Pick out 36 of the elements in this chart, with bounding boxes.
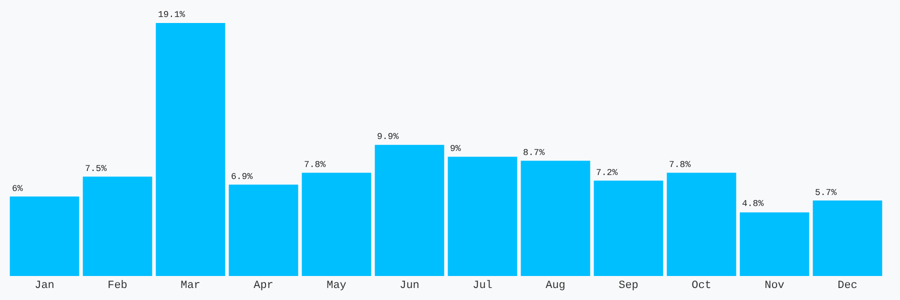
data-label: 6.9% — [231, 172, 254, 182]
bar — [812, 200, 882, 276]
x-tick-label: May — [326, 280, 347, 292]
bar — [740, 212, 810, 276]
x-tick-label: Dec — [838, 280, 858, 292]
bar — [10, 196, 80, 276]
bar — [228, 184, 298, 276]
x-tick-label: Apr — [254, 280, 274, 292]
x-tick-label: Nov — [764, 280, 785, 292]
data-label: 9% — [450, 144, 462, 154]
bar — [666, 172, 736, 276]
x-tick-label: Sep — [618, 280, 638, 292]
x-tick-label: Oct — [692, 280, 712, 292]
x-tick-label: Jun — [400, 280, 420, 292]
bar — [594, 180, 664, 276]
data-label: 7.5% — [85, 164, 108, 174]
data-label: 7.8% — [304, 160, 326, 170]
data-label: 4.8% — [742, 199, 764, 209]
bar — [448, 156, 518, 276]
data-label: 7.8% — [669, 160, 692, 170]
bar — [520, 160, 590, 276]
x-tick-label: Feb — [108, 280, 128, 292]
x-tick-label: Jul — [472, 280, 492, 292]
data-label: 8.7% — [523, 148, 546, 158]
data-label: 6% — [12, 184, 24, 194]
x-tick-label: Mar — [180, 280, 200, 292]
bar — [374, 144, 444, 276]
bar — [302, 172, 372, 276]
x-tick-label: Aug — [546, 280, 566, 292]
data-label: 9.9% — [377, 132, 400, 142]
bar — [156, 23, 226, 276]
data-label: 19.1% — [158, 10, 186, 20]
x-tick-label: Jan — [34, 280, 54, 292]
bar — [82, 176, 152, 276]
data-label: 5.7% — [815, 188, 838, 198]
data-label: 7.2% — [596, 168, 618, 178]
